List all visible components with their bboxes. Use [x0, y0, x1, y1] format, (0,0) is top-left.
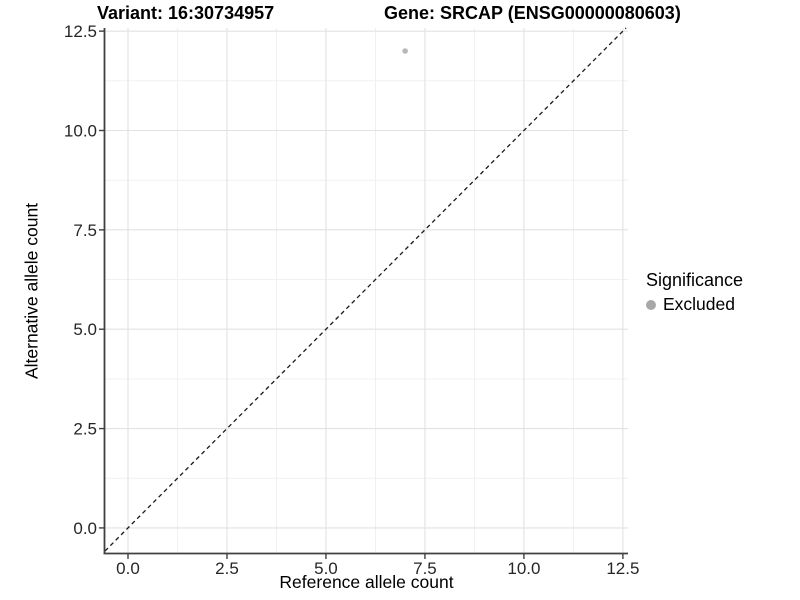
x-tick-label: 10.0	[507, 559, 540, 578]
legend-item-label: Excluded	[663, 294, 735, 314]
x-tick-label: 2.5	[215, 559, 239, 578]
identity-line-group	[104, 27, 627, 552]
legend-title: Significance	[646, 270, 744, 290]
tick-labels-group: 0.0 2.5 5.0 7.5 10.0 12.5 0.0 2.5 5.0 7.5 10.0 12.5	[64, 22, 640, 578]
data-points-group	[402, 48, 408, 54]
minor-gridlines	[105, 28, 628, 553]
x-tick-label: 12.5	[606, 559, 639, 578]
x-axis-title: Reference allele count	[279, 572, 454, 592]
x-tick-label: 5.0	[314, 559, 338, 578]
y-tick-label: 2.5	[73, 420, 97, 439]
y-axis-title: Alternative allele count	[21, 202, 42, 380]
x-tick-label: 7.5	[413, 559, 437, 578]
legend: Significance Excluded	[646, 269, 743, 315]
y-tick-label: 5.0	[73, 320, 97, 339]
tick-marks-group	[99, 30, 624, 559]
plot-title-variant: Variant: 16:30734957	[97, 3, 275, 23]
y-tick-label: 12.5	[64, 22, 97, 41]
y-tick-label: 7.5	[73, 221, 97, 240]
x-tick-label: 0.0	[116, 559, 140, 578]
y-tick-label: 0.0	[73, 519, 97, 538]
legend-item-excluded: Excluded	[646, 294, 743, 315]
plot-title-gene: Gene: SRCAP (ENSG00000080603)	[384, 3, 681, 23]
identity-line	[104, 27, 627, 552]
major-gridlines	[105, 28, 628, 553]
legend-point-icon	[646, 299, 656, 310]
y-tick-label: 10.0	[64, 121, 97, 140]
data-point	[402, 48, 408, 54]
axis-lines-group	[103, 28, 628, 555]
